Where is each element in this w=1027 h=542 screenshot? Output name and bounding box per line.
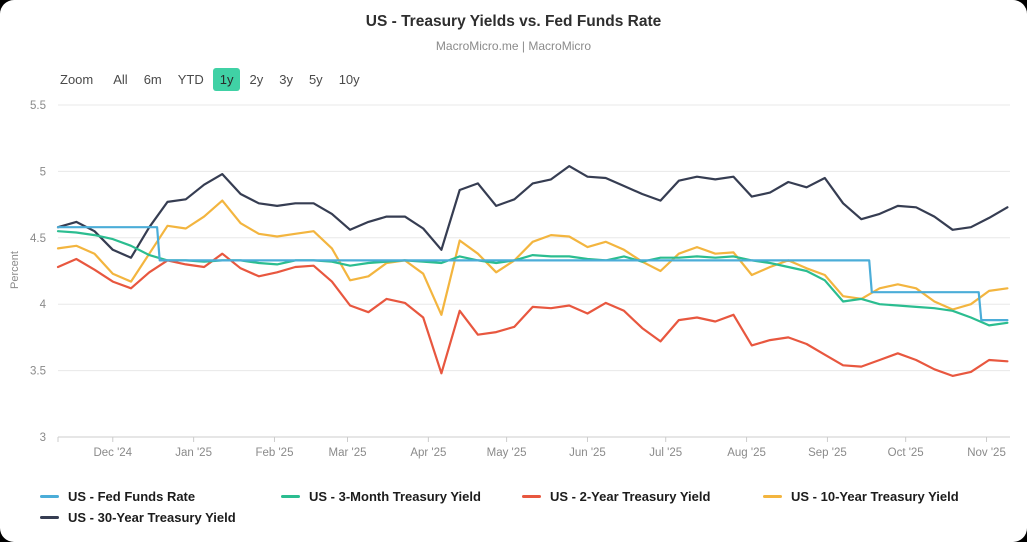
x-tick-label: Mar '25 <box>329 447 367 459</box>
y-tick-label: 3.5 <box>30 366 46 378</box>
zoom-range-6m[interactable]: 6m <box>143 72 162 87</box>
legend-label-us-2-year-treasury-yield: US - 2-Year Treasury Yield <box>550 489 711 504</box>
legend-label-us-30-year-treasury-yield: US - 30-Year Treasury Yield <box>68 510 236 525</box>
series-line-us-fed-funds-rate <box>56 226 1009 322</box>
legend-item-us-10-year-treasury-yield[interactable]: US - 10-Year Treasury Yield <box>763 486 1004 507</box>
zoom-toolbar: Zoom All 6m YTD 1y 2y 3y 5y 10y <box>60 68 368 91</box>
x-tick-label: Dec '24 <box>93 447 132 459</box>
legend-dash-us-10-year-treasury-yield <box>763 495 782 498</box>
y-tick-label: 5.5 <box>30 100 46 112</box>
x-tick-label: Jan '25 <box>175 447 212 459</box>
y-tick-label: 3 <box>40 432 46 444</box>
y-tick-label: 4 <box>40 299 47 311</box>
series-line-us-10-year-treasury-yield <box>56 199 1009 316</box>
legend-item-us-fed-funds-rate[interactable]: US - Fed Funds Rate <box>40 486 281 507</box>
legend-dash-us-3-month-treasury-yield <box>281 495 300 498</box>
zoom-label: Zoom <box>60 72 94 87</box>
series-line-us-2-year-treasury-yield <box>56 252 1009 377</box>
x-tick-label: Feb '25 <box>255 447 293 459</box>
x-tick-label: Nov '25 <box>967 447 1006 459</box>
legend-dash-us-fed-funds-rate <box>40 495 59 498</box>
zoom-range-10y[interactable]: 10y <box>338 72 360 87</box>
zoom-range-ytd[interactable]: YTD <box>177 72 204 87</box>
x-tick-label: Aug '25 <box>727 447 766 459</box>
series-line-us-3-month-treasury-yield <box>56 230 1009 327</box>
x-tick-label: Apr '25 <box>410 447 446 459</box>
x-tick-label: Sep '25 <box>808 447 847 459</box>
zoom-range-2y[interactable]: 2y <box>249 72 264 87</box>
x-tick-label: Oct '25 <box>888 447 924 459</box>
zoom-range-all[interactable]: All <box>113 72 128 87</box>
x-tick-label: Jul '25 <box>649 447 682 459</box>
zoom-range-buttons: All 6m YTD 1y 2y 3y 5y 10y <box>105 68 367 91</box>
legend-item-us-2-year-treasury-yield[interactable]: US - 2-Year Treasury Yield <box>522 486 763 507</box>
x-tick-label: May '25 <box>487 447 527 459</box>
zoom-range-3y[interactable]: 3y <box>279 72 293 87</box>
chart-title: US - Treasury Yields vs. Fed Funds Rate <box>365 13 662 30</box>
legend-label-us-fed-funds-rate: US - Fed Funds Rate <box>68 489 196 504</box>
legend-item-us-30-year-treasury-yield[interactable]: US - 30-Year Treasury Yield <box>40 507 236 528</box>
series-line-us-30-year-treasury-yield <box>56 165 1009 259</box>
y-tick-label: 5 <box>40 166 46 178</box>
legend-label-us-10-year-treasury-yield: US - 10-Year Treasury Yield <box>791 489 959 504</box>
legend-label-us-3-month-treasury-yield: US - 3-Month Treasury Yield <box>309 489 481 504</box>
legend: US - Fed Funds Rate US - 3-Month Treasury… <box>40 486 1015 528</box>
legend-dash-us-30-year-treasury-yield <box>40 516 59 519</box>
chart-subtitle: MacroMicro.me | MacroMicro <box>435 39 592 53</box>
legend-dash-us-2-year-treasury-yield <box>522 495 541 498</box>
y-tick-label: 4.5 <box>30 233 46 245</box>
x-tick-label: Jun '25 <box>569 447 606 459</box>
legend-item-us-3-month-treasury-yield[interactable]: US - 3-Month Treasury Yield <box>281 486 522 507</box>
zoom-range-1y[interactable]: 1y <box>212 68 241 91</box>
zoom-range-5y[interactable]: 5y <box>308 72 323 87</box>
